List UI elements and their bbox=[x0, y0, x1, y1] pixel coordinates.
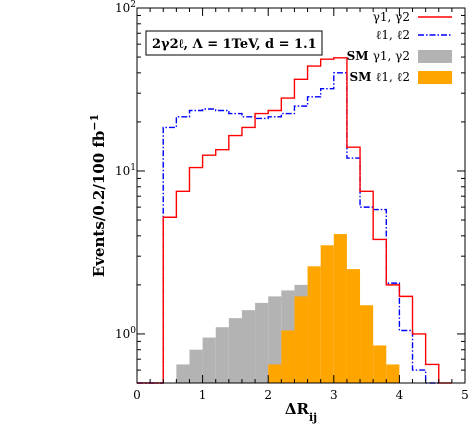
plot-frame bbox=[136, 7, 466, 384]
bar-sm-photon-7 bbox=[268, 296, 282, 383]
bar-sm-photon-5 bbox=[241, 310, 256, 383]
x-axis-title: ΔRij bbox=[285, 400, 317, 424]
legend-label-3: SM ℓ1, ℓ2 bbox=[349, 70, 410, 84]
bar-sm-lepton-1 bbox=[281, 330, 295, 383]
y-axis-title-main: Events/0.2/100 fb bbox=[90, 131, 108, 278]
bar-sm-lepton-0 bbox=[268, 364, 282, 383]
bar-sm-lepton-2 bbox=[294, 296, 308, 383]
x-tick-label: 4 bbox=[396, 388, 404, 402]
x-tick-label: 5 bbox=[461, 388, 469, 402]
legend-label-2: SM γ1, γ2 bbox=[347, 49, 410, 63]
bar-sm-photon-3 bbox=[215, 327, 229, 383]
annotation-text: 2γ2ℓ, Λ = 1TeV, d = 1.1 bbox=[152, 37, 317, 52]
filled-histograms bbox=[176, 234, 400, 383]
bar-sm-photon-6 bbox=[255, 302, 269, 383]
legend-swatch-3 bbox=[418, 71, 452, 84]
bar-sm-photon-0 bbox=[176, 364, 190, 383]
legend-label-0: γ1, γ2 bbox=[373, 10, 410, 24]
bar-sm-lepton-5 bbox=[333, 234, 347, 383]
y-axis-title: Events/0.2/100 fb−1 bbox=[88, 114, 109, 277]
y-axis-title-sup: −1 bbox=[88, 114, 101, 131]
x-axis-title-sub: ij bbox=[309, 411, 317, 424]
x-tick-label: 2 bbox=[264, 388, 272, 402]
bar-sm-lepton-9 bbox=[386, 364, 400, 383]
step-line-photon bbox=[137, 57, 452, 384]
bar-sm-lepton-7 bbox=[360, 305, 374, 383]
bar-sm-lepton-8 bbox=[373, 345, 387, 383]
bar-sm-lepton-3 bbox=[307, 266, 321, 383]
x-tick-label: 3 bbox=[330, 388, 338, 402]
y-tick-label: 100 bbox=[115, 326, 136, 341]
legend: γ1, γ2 ℓ1, ℓ2 SM γ1, γ2 SM ℓ1, ℓ2 bbox=[347, 10, 452, 84]
axis-ticks: 0 1 2 3 4 5 100 101 102 bbox=[115, 0, 469, 402]
x-axis-title-main: ΔR bbox=[285, 400, 310, 418]
legend-swatch-2 bbox=[418, 50, 452, 63]
bar-sm-photon-1 bbox=[189, 349, 203, 383]
bar-sm-photon-2 bbox=[202, 337, 216, 383]
bar-sm-lepton-6 bbox=[346, 269, 361, 383]
annotation-box: 2γ2ℓ, Λ = 1TeV, d = 1.1 bbox=[145, 30, 323, 56]
y-tick-label: 101 bbox=[115, 163, 136, 178]
x-tick-label: 1 bbox=[199, 388, 207, 402]
y-tick-label: 102 bbox=[115, 0, 136, 15]
bar-sm-photon-4 bbox=[228, 318, 242, 383]
step-histograms bbox=[137, 57, 452, 384]
annotation-frame bbox=[145, 30, 323, 56]
x-tick-label: 0 bbox=[133, 388, 141, 402]
bar-sm-lepton-4 bbox=[320, 245, 334, 383]
legend-label-1: ℓ1, ℓ2 bbox=[376, 28, 410, 42]
